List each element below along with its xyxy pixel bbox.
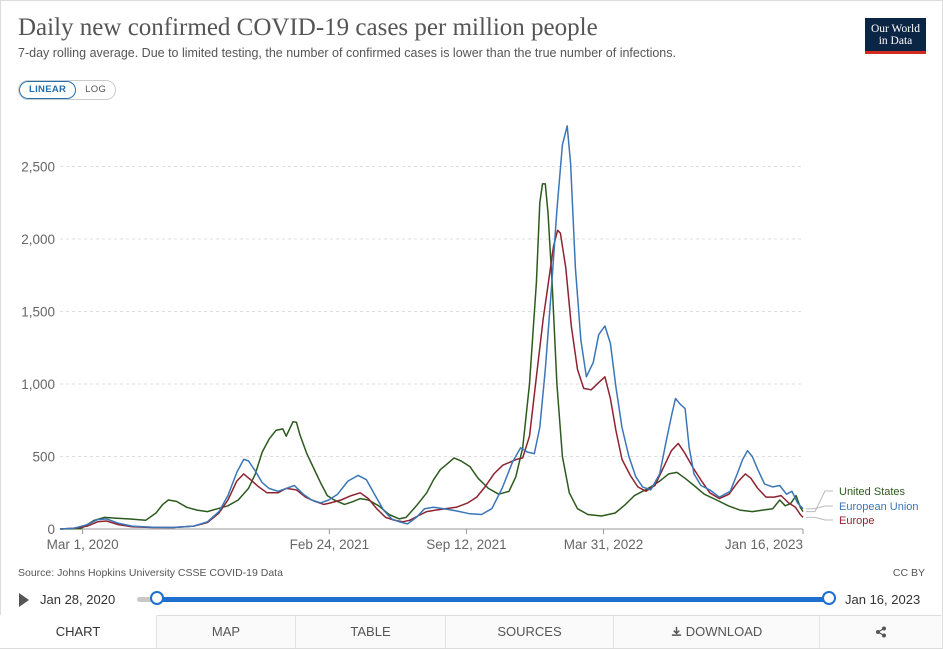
timeline-start-label: Jan 28, 2020 [40, 592, 116, 607]
linear-scale-button[interactable]: LINEAR [19, 81, 77, 99]
tab-sources[interactable]: SOURCES [446, 616, 614, 648]
series-line-european-union [59, 125, 804, 530]
series-layer [59, 125, 804, 530]
xtick-label-0: Mar 1, 2020 [47, 537, 119, 552]
xtick-label-2: Sep 12, 2021 [426, 537, 506, 552]
ytick-label-0: 0 [47, 522, 55, 537]
line-chart: 0 500 1,000 1,500 2,000 2,500 Mar 1, 2020 Feb … [21, 125, 919, 552]
legend-label-europe: Europe [839, 515, 874, 527]
chart-subtitle: 7-day rolling average. Due to limited te… [18, 46, 676, 60]
legend[interactable]: United States European Union Europe [806, 486, 919, 527]
owid-logo[interactable]: Our World in Data [865, 18, 926, 54]
share-icon [875, 626, 886, 638]
timeline-selected-range[interactable] [157, 597, 829, 602]
source-note[interactable]: Source: Johns Hopkins University CSSE CO… [18, 567, 283, 579]
tab-bar: CHART MAP TABLE SOURCES DOWNLOAD [0, 615, 941, 648]
xtick-label-3: Mar 31, 2022 [564, 537, 644, 552]
legend-connector-2 [806, 516, 833, 521]
xtick-label-1: Feb 24, 2021 [290, 537, 370, 552]
ytick-label-1500: 1,500 [21, 305, 55, 320]
series-line-europe [59, 229, 804, 530]
ytick-label-2500: 2,500 [21, 160, 55, 175]
xtick-label-4: Jan 16, 2023 [725, 537, 803, 552]
tab-share[interactable] [820, 616, 941, 648]
tab-map[interactable]: MAP [157, 616, 296, 648]
play-icon[interactable] [19, 593, 29, 607]
timeline-end-handle[interactable] [822, 591, 836, 605]
grid-layer: 0 500 1,000 1,500 2,000 2,500 [21, 160, 803, 537]
series-line-united-states [59, 183, 804, 530]
tab-download[interactable]: DOWNLOAD [614, 616, 820, 648]
logo-line-2: in Data [878, 35, 913, 47]
ytick-label-2000: 2,000 [21, 232, 55, 247]
legend-label-united-states: United States [839, 486, 906, 498]
chart-title: Daily new confirmed COVID-19 cases per m… [18, 14, 598, 41]
logo-line-1: Our World [870, 23, 920, 35]
x-axis: Mar 1, 2020 Feb 24, 2021 Sep 12, 2021 Mar 3… [47, 528, 804, 552]
timeline-end-label: Jan 16, 2023 [845, 592, 921, 607]
download-icon [671, 626, 681, 636]
legend-connector-0 [806, 490, 833, 513]
timeline: Jan 28, 2020 Jan 16, 2023 [0, 588, 943, 612]
tab-table[interactable]: TABLE [296, 616, 446, 648]
tab-download-label: DOWNLOAD [685, 624, 763, 639]
scale-toggle: LINEAR LOG [18, 80, 117, 100]
legend-connector-1 [806, 505, 833, 510]
legend-label-european-union: European Union [839, 501, 919, 513]
timeline-start-handle[interactable] [150, 591, 164, 605]
license-label[interactable]: CC BY [892, 567, 925, 579]
ytick-label-1000: 1,000 [21, 377, 55, 392]
log-scale-button[interactable]: LOG [85, 84, 107, 95]
ytick-label-500: 500 [32, 450, 55, 465]
tab-chart[interactable]: CHART [0, 615, 157, 648]
